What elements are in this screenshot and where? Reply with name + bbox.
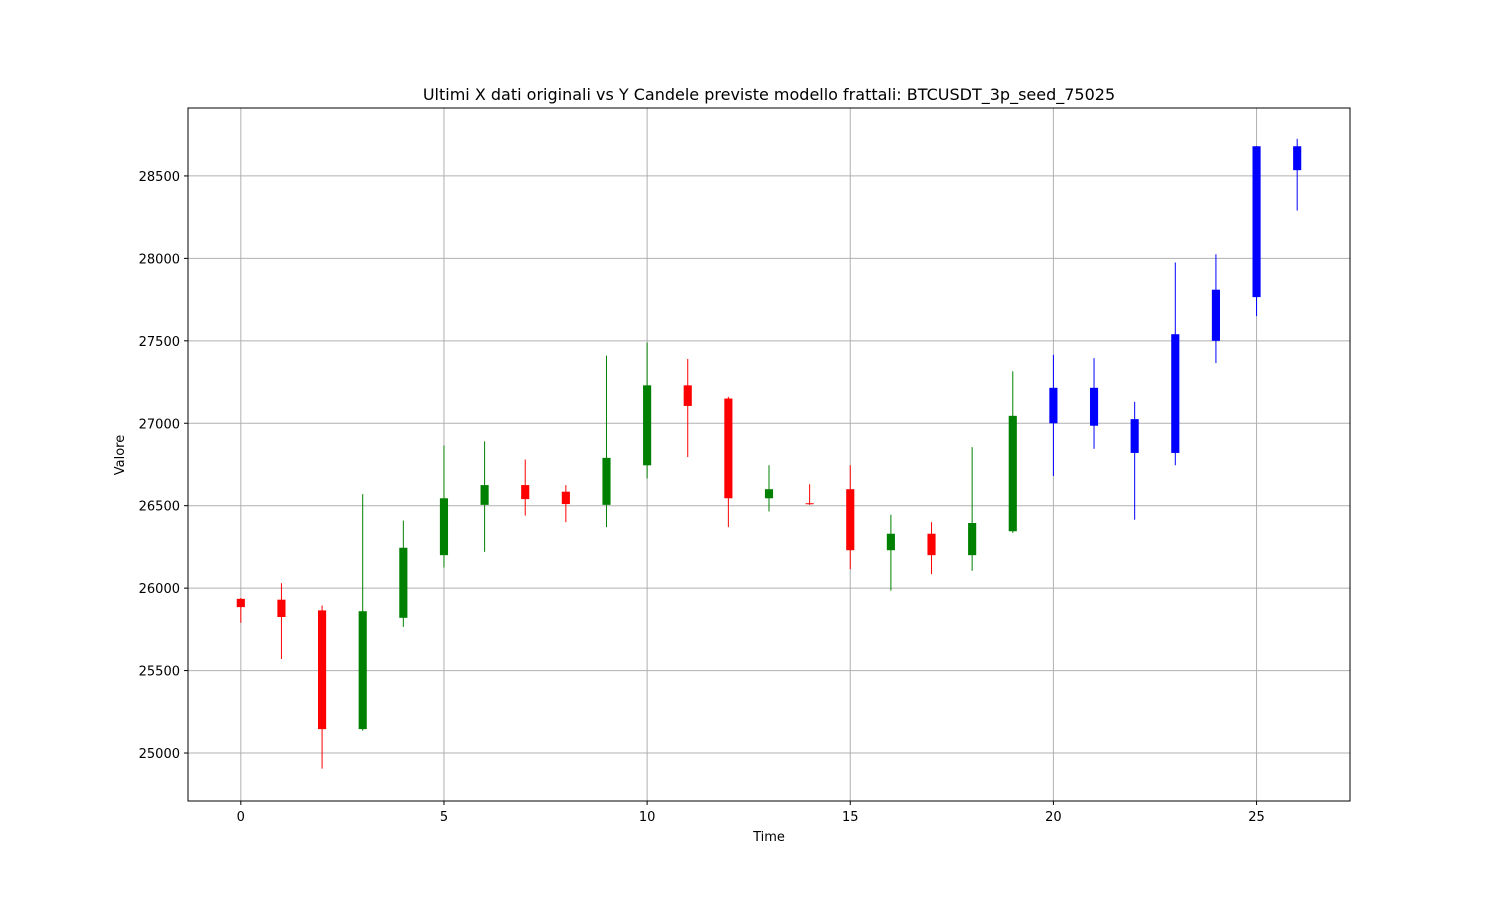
x-tick-label: 25 — [1248, 810, 1265, 825]
candle-body — [480, 485, 489, 505]
y-tick-label: 28500 — [139, 170, 180, 185]
candle-body — [1130, 419, 1139, 453]
candle-body — [399, 547, 408, 618]
candle-body — [521, 485, 530, 500]
x-tick-label: 5 — [440, 810, 448, 825]
candle-body — [968, 523, 977, 556]
y-tick-label: 26000 — [139, 582, 180, 597]
candle-body — [236, 598, 245, 608]
x-axis-label: Time — [752, 830, 785, 845]
chart-title: Ultimi X dati originali vs Y Candele pre… — [423, 85, 1115, 105]
candle-body — [764, 489, 774, 499]
y-axis-label: Valore — [113, 435, 128, 475]
candle-body — [927, 533, 936, 556]
candle-body — [1008, 415, 1017, 532]
candle-body — [1293, 146, 1302, 171]
candle-body — [1049, 387, 1058, 424]
y-tick-label: 27500 — [139, 335, 180, 350]
candle-body — [1171, 334, 1180, 453]
y-tick-label: 28000 — [139, 252, 180, 267]
candle-body — [561, 491, 570, 505]
y-tick-label: 27000 — [139, 417, 180, 432]
candle-body — [846, 489, 855, 551]
candle-body — [683, 385, 692, 406]
y-tick-label: 26500 — [139, 500, 180, 515]
candle-body — [1252, 146, 1261, 298]
candle-body — [724, 398, 733, 499]
candle-body — [1211, 289, 1220, 341]
candle-body — [1089, 387, 1099, 426]
candle-body — [805, 503, 814, 505]
candle-body — [602, 457, 611, 505]
x-tick-label: 20 — [1045, 810, 1062, 825]
y-tick-label: 25000 — [139, 747, 180, 762]
candle-body — [277, 599, 286, 617]
y-tick-label: 25500 — [139, 665, 180, 680]
plot-frame — [187, 107, 1351, 802]
candle-body — [643, 385, 652, 466]
x-tick-label: 15 — [842, 810, 859, 825]
x-tick-label: 10 — [639, 810, 656, 825]
candle-body — [886, 533, 895, 551]
candle-body — [318, 610, 327, 730]
x-tick-label: 0 — [237, 810, 245, 825]
candle-body — [358, 611, 367, 730]
candle-body — [439, 498, 449, 556]
